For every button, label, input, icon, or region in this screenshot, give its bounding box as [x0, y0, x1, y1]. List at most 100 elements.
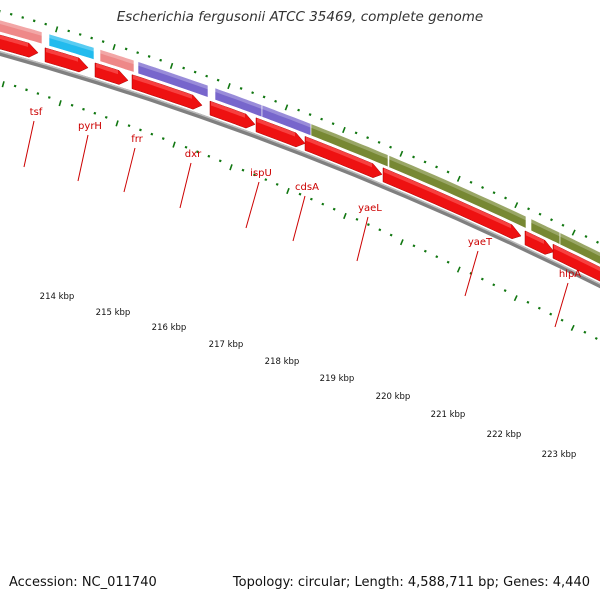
minor-tick [67, 29, 71, 33]
minor-tick [503, 289, 507, 293]
minor-tick [25, 88, 28, 92]
minor-tick [136, 51, 140, 55]
minor-tick [196, 150, 199, 154]
gene-leader-line [464, 250, 479, 297]
minor-tick [70, 103, 74, 107]
minor-tick [526, 300, 530, 304]
minor-tick [252, 173, 256, 177]
minor-tick [218, 159, 222, 163]
kbp-scale-labels: 214 kbp 215 kbp 216 kbp 217 kbp 218 kbp 219 k… [40, 292, 577, 460]
minor-tick [492, 191, 496, 195]
genome-title: Escherichia fergusonii ATCC 35469, compl… [116, 9, 484, 25]
minor-tick [446, 170, 450, 174]
gene-leader-line [245, 181, 260, 229]
cog-block-pyrH [48, 33, 95, 61]
minor-tick [321, 202, 325, 206]
cog-block-highlight [215, 87, 262, 109]
cds-arrow-highlight [554, 244, 600, 272]
gene-label-pyrH: pyrH [78, 121, 102, 132]
minor-tick [389, 145, 393, 149]
minor-tick [193, 70, 197, 74]
minor-tick [423, 249, 427, 253]
minor-tick [150, 132, 154, 136]
minor-tick [274, 99, 278, 103]
minor-tick [90, 36, 94, 40]
minor-tick [297, 108, 301, 112]
minor-tick [275, 182, 279, 186]
gene-label-yaeT: yaeT [468, 237, 493, 248]
minor-tick [182, 66, 186, 70]
cog-block-highlight [49, 34, 94, 52]
minor-tick [309, 197, 313, 201]
topology-text: Topology: circular; Length: 4,588,711 bp… [232, 575, 590, 590]
outer-tick-track [0, 10, 599, 244]
minor-tick [251, 91, 255, 95]
minor-tick [184, 145, 188, 149]
minor-tick [435, 255, 439, 259]
cog-block-dxr [137, 61, 209, 98]
genome-backbone [0, 51, 600, 289]
kbp-label: 218 kbp [265, 357, 300, 367]
minor-tick [423, 160, 427, 164]
major-tick [456, 175, 461, 182]
minor-tick [44, 22, 48, 26]
gene-label-yaeL: yaeL [358, 203, 382, 214]
minor-tick [331, 122, 335, 126]
major-tick [514, 202, 519, 209]
minor-tick [366, 136, 370, 140]
minor-tick [504, 196, 508, 200]
minor-tick [412, 244, 416, 248]
minor-tick [596, 240, 599, 244]
kbp-label: 221 kbp [431, 410, 466, 420]
minor-tick [216, 78, 220, 82]
major-tick [571, 229, 576, 236]
cds-arrow-highlight [257, 118, 295, 137]
cog-block-highlight [389, 155, 526, 221]
minor-tick [481, 186, 485, 189]
minor-tick [550, 218, 553, 222]
major-tick [58, 100, 62, 107]
minor-tick [9, 12, 13, 16]
gene-label-ispU: ispU [250, 168, 272, 179]
gene-leader-line [23, 120, 35, 168]
minor-tick [147, 55, 151, 58]
gene-labels: tsf pyrH frr dxr ispU cdsA yaeL yaeT hlpA [23, 107, 581, 328]
gene-leader-line [179, 162, 192, 209]
minor-tick [82, 107, 85, 111]
minor-tick [320, 117, 324, 121]
minor-tick [594, 336, 598, 340]
minor-tick [13, 84, 17, 88]
minor-tick [527, 207, 531, 211]
cog-block-highlight [0, 20, 42, 36]
minor-tick [262, 95, 266, 99]
cog-block-yaeL [310, 123, 389, 168]
minor-tick [537, 306, 541, 310]
kbp-label: 219 kbp [320, 374, 355, 384]
gene-label-dxr: dxr [185, 149, 202, 160]
cds-arrow-highlight [46, 48, 78, 62]
minor-tick [161, 137, 165, 140]
minor-tick [205, 74, 209, 78]
gene-leader-line [356, 216, 369, 262]
major-tick [343, 212, 347, 220]
minor-tick [21, 16, 25, 19]
cog-block-highlight [100, 49, 134, 65]
minor-tick [264, 178, 268, 182]
minor-tick [241, 168, 245, 172]
minor-tick [435, 165, 439, 169]
backbone-highlight [0, 51, 600, 285]
cds-arrow-highlight [526, 231, 544, 244]
minor-tick [412, 155, 416, 159]
cds-arrow-highlight [96, 63, 118, 75]
backbone-line [0, 51, 600, 289]
major-tick [229, 164, 233, 171]
minor-tick [104, 115, 108, 119]
minor-tick [308, 113, 312, 116]
minor-tick [124, 47, 128, 51]
minor-tick [36, 92, 40, 95]
kbp-label: 214 kbp [40, 292, 75, 302]
kbp-label: 215 kbp [96, 308, 131, 318]
major-tick [513, 295, 518, 302]
cog-block-yaeT [388, 154, 527, 229]
